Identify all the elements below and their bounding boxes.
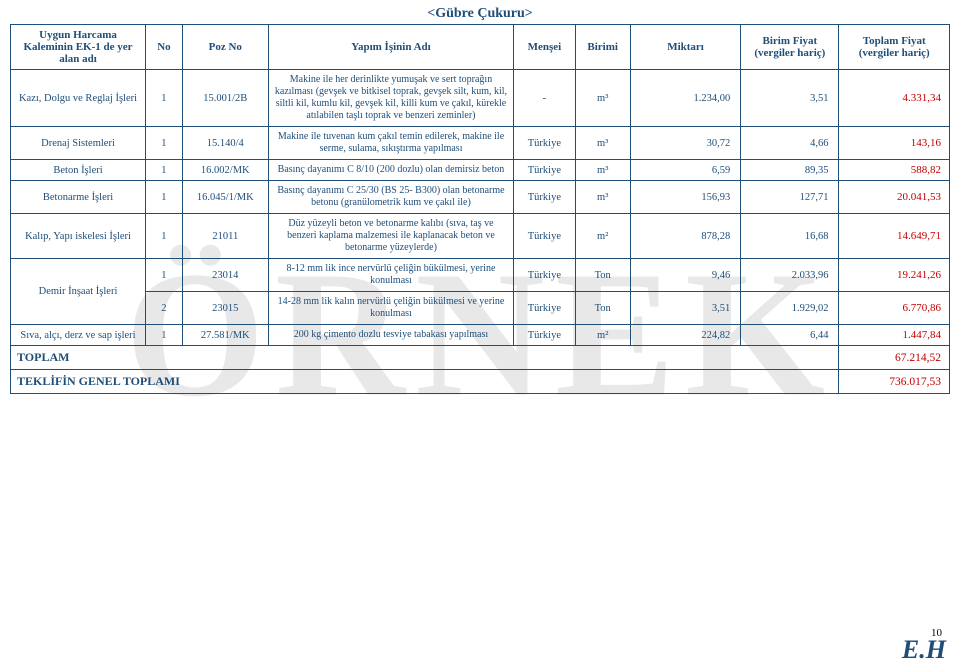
sum-label: TEKLİFİN GENEL TOPLAMI (11, 370, 839, 394)
cell-no: 1 (146, 160, 183, 181)
cell-no: 1 (146, 70, 183, 127)
cell-qty: 878,28 (630, 214, 740, 259)
cell-poz: 16.002/MK (182, 160, 268, 181)
cell-total: 1.447,84 (839, 325, 950, 346)
cell-desc: Basınç dayanımı C 25/30 (BS 25- B300) ol… (268, 181, 513, 214)
col-unitprice: Birim Fiyat (vergiler hariç) (741, 25, 839, 70)
page-title: <Gübre Çukuru> (0, 0, 960, 24)
cell-unitprice: 6,44 (741, 325, 839, 346)
cell-poz: 21011 (182, 214, 268, 259)
cell-desc: Makine ile tuvenan kum çakıl temin edile… (268, 127, 513, 160)
cell-origin: Türkiye (514, 160, 575, 181)
cell-cat: Sıva, alçı, derz ve sap işleri (11, 325, 146, 346)
cell-unit: m³ (575, 160, 630, 181)
table-row: Drenaj Sistemleri115.140/4Makine ile tuv… (11, 127, 950, 160)
cell-origin: Türkiye (514, 325, 575, 346)
sum-total: 67.214,52 (839, 346, 950, 370)
cell-total: 143,16 (839, 127, 950, 160)
cell-total: 14.649,71 (839, 214, 950, 259)
cell-desc: Basınç dayanımı C 8/10 (200 dozlu) olan … (268, 160, 513, 181)
col-origin: Menşei (514, 25, 575, 70)
cell-poz: 15.001/2B (182, 70, 268, 127)
cell-poz: 23015 (182, 292, 268, 325)
sum-label: TOPLAM (11, 346, 839, 370)
cell-cat: Demir İnşaat İşleri (11, 259, 146, 325)
col-unit: Birimi (575, 25, 630, 70)
cell-no: 1 (146, 181, 183, 214)
cell-poz: 27.581/MK (182, 325, 268, 346)
cell-cat: Kazı, Dolgu ve Reglaj İşleri (11, 70, 146, 127)
table-row: Kazı, Dolgu ve Reglaj İşleri115.001/2BMa… (11, 70, 950, 127)
sum-row: TEKLİFİN GENEL TOPLAMI736.017,53 (11, 370, 950, 394)
cell-qty: 3,51 (630, 292, 740, 325)
cell-qty: 6,59 (630, 160, 740, 181)
table-row: Betonarme İşleri116.045/1/MKBasınç dayan… (11, 181, 950, 214)
cell-unit: m³ (575, 127, 630, 160)
cell-no: 1 (146, 127, 183, 160)
col-qty: Miktarı (630, 25, 740, 70)
cell-unit: m² (575, 214, 630, 259)
cell-no: 2 (146, 292, 183, 325)
cell-origin: - (514, 70, 575, 127)
cell-qty: 156,93 (630, 181, 740, 214)
cell-unitprice: 3,51 (741, 70, 839, 127)
cell-origin: Türkiye (514, 181, 575, 214)
cell-origin: Türkiye (514, 259, 575, 292)
cell-poz: 16.045/1/MK (182, 181, 268, 214)
table-row: Kalıp, Yapı iskelesi İşleri121011Düz yüz… (11, 214, 950, 259)
footer-logo: E.H (902, 635, 946, 665)
cell-desc: 200 kg çimento dozlu tesviye tabakası ya… (268, 325, 513, 346)
cell-no: 1 (146, 259, 183, 292)
cell-no: 1 (146, 325, 183, 346)
cell-unitprice: 2.033,96 (741, 259, 839, 292)
cell-unit: m³ (575, 181, 630, 214)
cell-qty: 1.234,00 (630, 70, 740, 127)
cell-desc: Düz yüzeyli beton ve betonarme kalıbı (s… (268, 214, 513, 259)
cell-no: 1 (146, 214, 183, 259)
cell-total: 588,82 (839, 160, 950, 181)
col-poz: Poz No (182, 25, 268, 70)
cell-desc: 8-12 mm lik ince nervürlü çeliğin bükülm… (268, 259, 513, 292)
cost-table: Uygun Harcama Kaleminin EK-1 de yer alan… (10, 24, 950, 394)
table-row: Sıva, alçı, derz ve sap işleri127.581/MK… (11, 325, 950, 346)
cell-total: 6.770,86 (839, 292, 950, 325)
col-desc: Yapım İşinin Adı (268, 25, 513, 70)
cell-qty: 9,46 (630, 259, 740, 292)
sum-total: 736.017,53 (839, 370, 950, 394)
cell-desc: 14-28 mm lik kalın nervürlü çeliğin bükü… (268, 292, 513, 325)
table-row: 22301514-28 mm lik kalın nervürlü çeliği… (11, 292, 950, 325)
sum-row: TOPLAM67.214,52 (11, 346, 950, 370)
cell-origin: Türkiye (514, 127, 575, 160)
col-cat: Uygun Harcama Kaleminin EK-1 de yer alan… (11, 25, 146, 70)
cell-desc: Makine ile her derinlikte yumuşak ve ser… (268, 70, 513, 127)
cell-unitprice: 127,71 (741, 181, 839, 214)
cell-unitprice: 89,35 (741, 160, 839, 181)
cell-unitprice: 4,66 (741, 127, 839, 160)
cell-unitprice: 16,68 (741, 214, 839, 259)
cell-cat: Drenaj Sistemleri (11, 127, 146, 160)
cell-cat: Kalıp, Yapı iskelesi İşleri (11, 214, 146, 259)
cell-poz: 23014 (182, 259, 268, 292)
cell-poz: 15.140/4 (182, 127, 268, 160)
cell-origin: Türkiye (514, 292, 575, 325)
cell-qty: 30,72 (630, 127, 740, 160)
cell-unit: m³ (575, 70, 630, 127)
table-header-row: Uygun Harcama Kaleminin EK-1 de yer alan… (11, 25, 950, 70)
cell-cat: Beton İşleri (11, 160, 146, 181)
col-no: No (146, 25, 183, 70)
col-total: Toplam Fiyat (vergiler hariç) (839, 25, 950, 70)
cell-unitprice: 1.929,02 (741, 292, 839, 325)
cell-cat: Betonarme İşleri (11, 181, 146, 214)
table-row: Demir İnşaat İşleri1230148-12 mm lik inc… (11, 259, 950, 292)
table-row: Beton İşleri116.002/MKBasınç dayanımı C … (11, 160, 950, 181)
cell-total: 4.331,34 (839, 70, 950, 127)
cell-total: 19.241,26 (839, 259, 950, 292)
cell-unit: m² (575, 325, 630, 346)
cell-total: 20.041,53 (839, 181, 950, 214)
cell-unit: Ton (575, 292, 630, 325)
cell-unit: Ton (575, 259, 630, 292)
cell-qty: 224,82 (630, 325, 740, 346)
cell-origin: Türkiye (514, 214, 575, 259)
